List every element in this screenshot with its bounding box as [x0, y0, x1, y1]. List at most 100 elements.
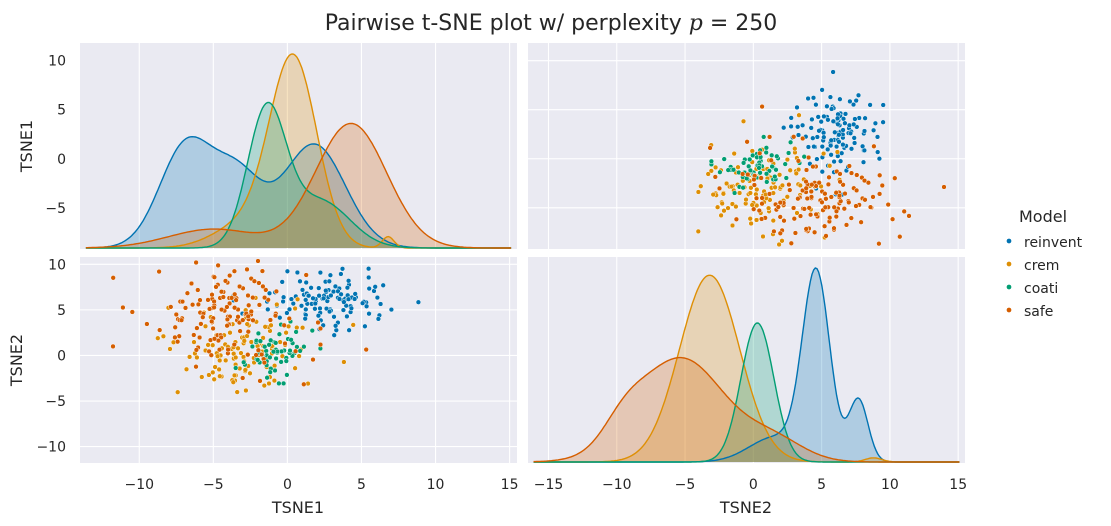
scatter-point-coati [257, 338, 264, 344]
panel-tsne1-vs-tsne2-scatter [528, 43, 965, 249]
scatter-point-safe [757, 150, 763, 156]
scatter-point-safe [213, 284, 219, 290]
scatter-point-safe [751, 176, 757, 183]
scatter-point-crem [793, 170, 799, 177]
scatter-point-reinvent [336, 296, 343, 302]
scatter-point-safe [205, 297, 211, 303]
y-tick-label: 10 [48, 257, 66, 273]
scatter-point-safe [808, 188, 814, 195]
y-tick-label: 0 [57, 348, 66, 364]
scatter-point-reinvent [851, 140, 858, 146]
scatter-point-safe [848, 170, 855, 176]
kde-fill-crem [533, 275, 960, 462]
scatter-point-reinvent [813, 102, 819, 108]
scatter-point-safe [766, 191, 773, 197]
scatter-point-safe [795, 158, 802, 164]
scatter-point-safe [282, 340, 288, 347]
scatter-point-crem [733, 203, 739, 210]
scatter-point-safe [255, 258, 261, 264]
scatter-point-crem [695, 228, 701, 235]
scatter-point-crem [749, 148, 755, 154]
scatter-point-reinvent [365, 266, 372, 272]
scatter-point-safe [211, 336, 218, 342]
scatter-point-crem [242, 367, 248, 373]
scatter-point-crem [760, 233, 766, 240]
scatter-point-coati [785, 150, 792, 156]
scatter-point-reinvent [320, 295, 327, 301]
scatter-point-safe [210, 325, 216, 332]
scatter-point-safe [841, 206, 847, 212]
scatter-point-crem [796, 112, 802, 118]
scatter-point-coati [233, 365, 239, 371]
scatter-point-safe [756, 207, 762, 214]
scatter-point-reinvent [366, 274, 372, 281]
scatter-point-reinvent [315, 313, 322, 319]
scatter-point-safe [733, 216, 740, 222]
scatter-point-reinvent [298, 303, 305, 309]
scatter-point-safe [220, 294, 226, 300]
kde-fill-coati [533, 323, 960, 462]
scatter-point-safe [862, 197, 868, 203]
scatter-point-reinvent [851, 135, 857, 141]
x-tick-label: 0 [283, 477, 292, 493]
scatter-point-safe [759, 201, 765, 207]
kde-fill-coati [85, 102, 512, 248]
scatter-point-safe [787, 187, 793, 193]
x-tick-label: −10 [602, 477, 632, 493]
scatter-point-safe [208, 352, 214, 358]
scatter-point-safe [245, 329, 251, 335]
scatter-point-crem [834, 149, 841, 155]
scatter-point-safe [209, 318, 215, 325]
scatter-point-crem [210, 342, 216, 348]
scatter-point-safe [843, 222, 850, 228]
scatter-point-crem [235, 345, 241, 351]
scatter-point-reinvent [359, 300, 366, 306]
scatter-point-safe [781, 218, 787, 224]
scatter-point-reinvent [366, 311, 372, 317]
x-tick-label: −5 [203, 477, 224, 493]
scatter-point-reinvent [815, 114, 821, 120]
scatter-point-reinvent [795, 132, 802, 138]
scatter-point-crem [202, 323, 209, 329]
scatter-point-safe [826, 174, 832, 180]
scatter-point-reinvent [811, 143, 817, 150]
scatter-point-safe [188, 280, 195, 287]
scatter-point-safe [310, 356, 316, 363]
scatter-point-safe [286, 315, 292, 322]
scatter-point-coati [772, 173, 778, 180]
scatter-point-reinvent [833, 143, 840, 150]
kde-fill-crem [85, 54, 512, 248]
scatter-point-safe [816, 180, 822, 186]
scatter-point-reinvent [375, 316, 382, 322]
scatter-point-safe [885, 201, 891, 208]
scatter-point-reinvent [853, 97, 859, 104]
panel-background [80, 257, 517, 463]
scatter-point-crem [827, 163, 833, 169]
scatter-point-crem [795, 166, 802, 173]
scatter-point-coati [276, 380, 282, 387]
scatter-point-reinvent [818, 119, 824, 125]
scatter-point-reinvent [279, 279, 285, 285]
scatter-point-safe [193, 259, 199, 266]
scatter-point-reinvent [344, 313, 350, 320]
scatter-point-safe [263, 287, 269, 293]
scatter-point-coati [740, 185, 746, 191]
scatter-point-reinvent [344, 285, 351, 291]
scatter-point-reinvent [306, 293, 312, 299]
scatter-point-coati [783, 175, 789, 181]
scatter-point-coati [255, 357, 261, 363]
y-tick-label: −5 [45, 394, 66, 410]
scatter-point-reinvent [821, 113, 827, 120]
scatter-point-reinvent [415, 299, 422, 305]
scatter-point-reinvent [828, 106, 835, 112]
scatter-point-reinvent [828, 137, 834, 143]
scatter-point-safe [245, 313, 251, 320]
scatter-point-safe [788, 240, 794, 246]
scatter-point-safe [803, 167, 810, 173]
kde-line-safe [533, 356, 960, 463]
scatter-point-safe [825, 181, 832, 188]
scatter-point-safe [317, 341, 324, 348]
scatter-point-crem [735, 164, 741, 170]
scatter-point-coati [787, 139, 794, 145]
legend-marker-coati [1006, 284, 1012, 290]
